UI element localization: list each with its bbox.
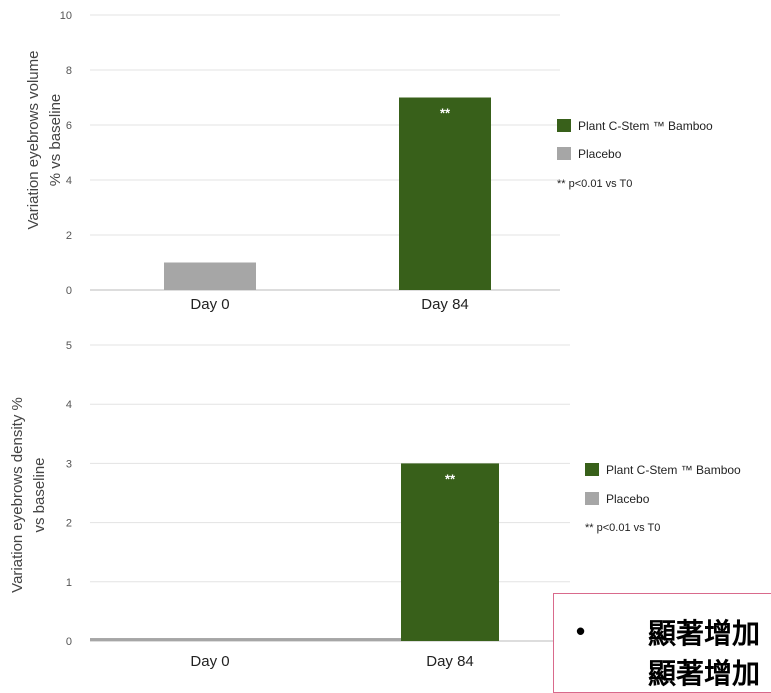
x-category-label: Day 0	[190, 653, 229, 670]
significance-footnote: ** p<0.01 vs T0	[557, 178, 632, 190]
significance-footnote: ** p<0.01 vs T0	[585, 522, 660, 534]
x-category-label: Day 84	[426, 653, 474, 670]
callout-line-2: 顯著增加	[648, 657, 761, 690]
bar-plant-c-stem-bamboo-day-84	[401, 463, 499, 641]
y-tick-label: 4	[66, 399, 72, 411]
legend-swatch	[585, 463, 599, 476]
y-tick-label: 0	[66, 636, 72, 648]
y-tick-label: 10	[60, 10, 72, 22]
legend-swatch	[557, 147, 571, 160]
callout-bullet: •	[576, 616, 586, 646]
y-tick-label: 4	[66, 175, 72, 187]
legend-swatch	[557, 119, 571, 132]
y-tick-label: 8	[66, 65, 72, 77]
legend-label: Placebo	[606, 492, 650, 506]
legend-label: Placebo	[578, 147, 622, 161]
y-tick-label: 6	[66, 120, 72, 132]
bar-plant-c-stem-bamboo-day-84	[399, 97, 491, 290]
y-tick-label: 1	[66, 577, 72, 589]
y-tick-label: 0	[66, 285, 72, 297]
callout-line-1: 顯著增加	[648, 617, 761, 650]
legend-label: Plant C-Stem ™ Bamboo	[606, 463, 741, 477]
callout-box: • 顯著增加 顯著增加	[553, 593, 771, 693]
y-axis-label: Variation eyebrows density %	[9, 397, 26, 593]
y-tick-label: 2	[66, 230, 72, 242]
bar-placebo-day-0	[164, 262, 256, 290]
y-axis-label: % vs baseline	[47, 94, 64, 187]
y-axis-label: Variation eyebrows volume	[25, 51, 42, 230]
legend-label: Plant C-Stem ™ Bamboo	[578, 119, 713, 133]
y-tick-label: 5	[66, 340, 72, 352]
y-axis-label: vs baseline	[31, 457, 48, 532]
significance-label: **	[440, 106, 451, 121]
significance-label: **	[445, 471, 456, 486]
x-category-label: Day 84	[421, 296, 469, 313]
y-tick-label: 2	[66, 518, 72, 530]
legend-swatch	[585, 492, 599, 505]
x-category-label: Day 0	[190, 296, 229, 313]
bar-placebo-day-0	[90, 638, 401, 641]
y-tick-label: 3	[66, 458, 72, 470]
